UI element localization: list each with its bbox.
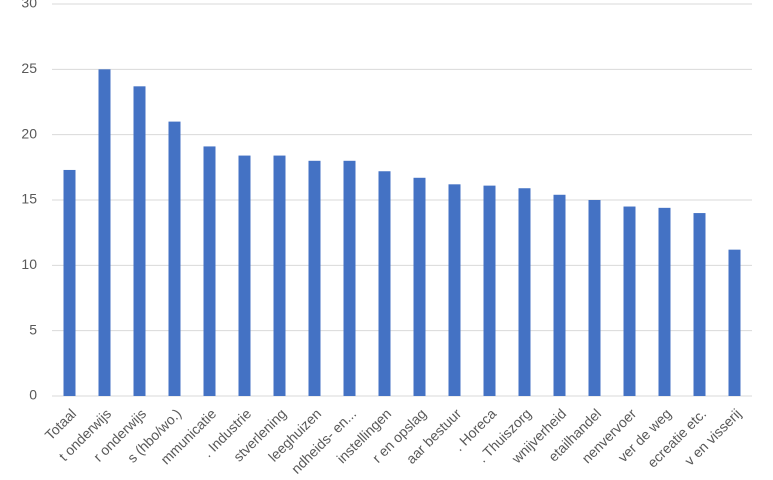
bar — [168, 121, 181, 396]
y-tick-label: 20 — [21, 125, 37, 141]
bar — [553, 194, 566, 396]
bar — [413, 177, 426, 396]
y-tick-label: 25 — [21, 60, 37, 76]
bar — [343, 160, 356, 396]
y-tick-label: 15 — [21, 191, 37, 207]
bar — [483, 185, 496, 396]
bar — [63, 169, 76, 396]
bar — [133, 86, 146, 396]
bar — [728, 249, 741, 396]
bar — [238, 155, 251, 396]
bar — [203, 146, 216, 396]
bar — [98, 69, 111, 396]
bar — [273, 155, 286, 396]
bar — [693, 213, 706, 396]
bar — [378, 171, 391, 396]
bar — [623, 206, 636, 396]
y-tick-label: 10 — [21, 256, 37, 272]
y-tick-label: 5 — [29, 321, 37, 337]
bar — [518, 188, 531, 396]
y-tick-label: 0 — [29, 387, 37, 403]
bar — [658, 207, 671, 396]
bar — [448, 184, 461, 396]
bar — [588, 200, 601, 396]
bar — [308, 160, 321, 396]
y-tick-label: 30 — [21, 0, 37, 11]
